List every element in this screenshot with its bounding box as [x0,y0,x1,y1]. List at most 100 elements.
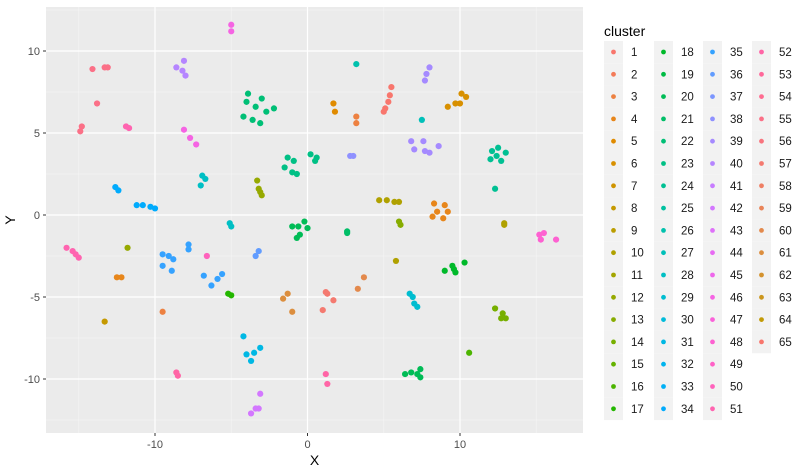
data-point [197,182,204,189]
legend-label: 8 [631,203,637,215]
data-point [228,21,235,28]
data-point [414,303,421,310]
data-point [429,213,436,220]
data-point [255,247,262,255]
legend-dot [710,183,715,189]
data-point [461,259,468,266]
data-point [418,116,425,123]
data-point [118,274,125,281]
data-point [324,380,331,388]
legend-label: 53 [779,69,792,81]
data-point [353,120,360,127]
legend-label: 26 [681,225,694,237]
data-point [499,310,506,317]
legend-dot [661,228,666,233]
legend-dot [759,161,764,166]
data-point [421,77,429,84]
legend-label: 14 [631,337,644,349]
legend-dot [710,228,715,233]
x-axis-title: X [310,452,320,468]
data-point [170,256,177,263]
data-point [491,185,499,192]
data-point [383,197,390,204]
legend-label: 20 [681,92,694,104]
legend-label: 39 [730,136,743,148]
data-point [463,93,470,101]
data-point [284,154,291,161]
data-point [93,100,101,107]
legend-dot [661,161,666,166]
y-axis: -10 -5 0 5 10 [24,46,46,386]
data-point [101,318,108,325]
legend-dot [759,116,764,122]
data-point [392,257,400,265]
data-point [430,200,438,207]
legend-label: 40 [730,159,743,171]
data-point [193,141,200,148]
x-tick-label: 10 [454,439,466,451]
legend-label: 24 [681,181,694,193]
legend-dot [661,71,666,77]
data-point [466,349,473,356]
legend-dot [611,49,616,55]
data-point [200,272,207,279]
data-point [295,223,302,230]
data-point [185,241,192,248]
data-point [417,366,424,373]
data-point [301,218,308,225]
legend-label: 64 [779,315,792,327]
data-point [487,156,494,163]
data-point [159,308,166,315]
legend-label: 19 [681,69,694,81]
x-tick-label: 0 [304,439,310,451]
data-point [502,149,509,156]
data-point [270,105,278,112]
legend-dot [611,116,616,122]
legend-dot [661,339,666,345]
data-point [450,266,457,273]
legend-label: 2 [631,69,637,81]
legend-label: 27 [681,248,694,260]
data-point [435,143,442,150]
data-point [254,177,261,184]
legend-dot [661,384,666,389]
legend-dot [611,406,616,412]
legend-label: 21 [681,114,694,126]
data-point [376,197,383,204]
data-point [552,236,560,243]
data-point [441,267,448,274]
data-point [263,108,270,115]
legend-dot [759,228,764,233]
data-point [243,351,250,358]
data-point [488,147,496,155]
legend-label: 18 [681,47,694,59]
data-point [182,72,189,79]
x-axis: -10 0 10 [147,433,466,451]
legend-dot [759,138,764,144]
legend-label: 47 [730,315,743,327]
legend-dot [611,339,616,345]
legend-dot [710,384,715,389]
data-point [228,28,235,35]
data-point [493,152,500,160]
data-point [180,57,188,64]
data-point [456,100,464,107]
legend-dot [759,205,764,211]
legend-label: 17 [631,404,644,416]
legend-dot [759,183,764,189]
legend-label: 29 [681,292,694,304]
legend-label: 22 [681,136,694,148]
legend-label: 11 [631,270,643,282]
legend-label: 10 [631,248,644,260]
data-point [434,208,441,215]
data-point [353,61,360,68]
data-point [179,67,186,74]
data-point [411,146,418,153]
data-point [440,215,447,222]
data-point [388,83,395,91]
legend-dot [759,272,764,278]
data-point [63,244,70,251]
data-point [344,229,351,237]
data-point [395,198,403,205]
